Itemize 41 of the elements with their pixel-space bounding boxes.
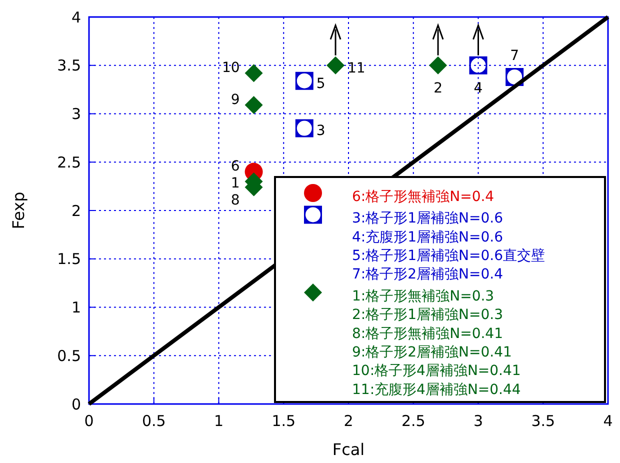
annotation: 4: [474, 80, 483, 96]
point: [295, 119, 314, 138]
point: [244, 96, 263, 114]
y-tick-label: 4: [71, 8, 81, 26]
point: [326, 56, 345, 74]
annotation: 7: [510, 48, 520, 64]
annotation: 10: [222, 60, 240, 76]
x-tick-label: 2: [344, 412, 354, 430]
annotation: 1: [230, 176, 240, 192]
x-tick-label: 4: [603, 412, 613, 430]
y-tick-label: 0.5: [57, 346, 81, 365]
y-tick-label: 1.5: [57, 250, 81, 268]
x-tick-label: 1: [214, 412, 224, 430]
y-tick-label: 2.5: [57, 153, 81, 172]
legend-label: 6:格子形無補強N=0.4: [352, 188, 494, 205]
y-tick-label: 2: [71, 202, 81, 220]
annotation: 9: [230, 92, 240, 108]
x-tick-label: 3.5: [531, 412, 556, 430]
point: [469, 56, 488, 74]
y-tick-label: 0: [71, 395, 81, 414]
point: [244, 64, 263, 82]
y-axis-title: Fexp: [9, 192, 28, 230]
x-tick-label: 3: [473, 412, 484, 430]
annotation: 3: [316, 123, 326, 140]
point: [429, 56, 448, 74]
legend-label: 1:格子形無補強N=0.3 2:格子形1層補強N=0.3 8:格子形無補強N=0.41 9:格子形2層補強N=0.41 10:格子形4層補強N=0.41 11:充腹形4層補強N=0.44: [352, 288, 521, 398]
annotation: 8: [230, 192, 240, 209]
annotation: 6: [230, 158, 240, 175]
y-tick-label: 3: [71, 105, 81, 123]
y-tick-label: 3.5: [57, 56, 81, 75]
x-tick-label: 2.5: [401, 412, 426, 430]
annotation: 5: [316, 76, 326, 92]
x-tick-label: 0: [84, 412, 94, 430]
y-tick-label: 1: [71, 298, 81, 316]
x-tick-label: 1.5: [272, 412, 296, 430]
legend-label: 3:格子形1層補強N=0.6 4:充腹形1層補強N=0.6 5:格子形1層補強N=0.6直交壁 7:格子形2層補強N=0.4: [352, 210, 545, 283]
annotation: 2: [434, 80, 442, 96]
point: [295, 72, 314, 90]
annotation: 11: [348, 60, 366, 76]
x-tick-label: 0.5: [142, 412, 166, 430]
x-axis-title: Fcal: [332, 440, 365, 459]
